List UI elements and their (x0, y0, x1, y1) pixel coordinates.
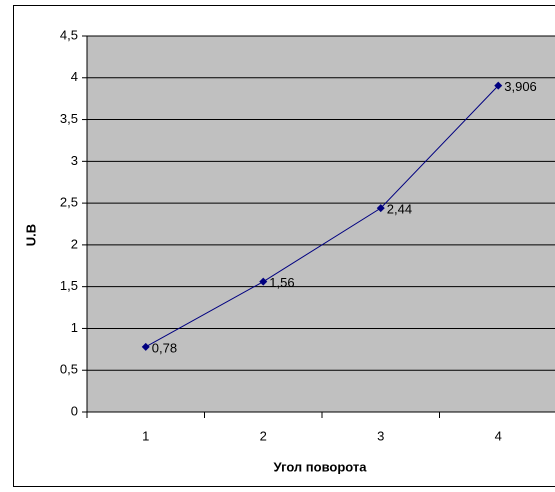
data-label: 0,78 (152, 340, 177, 355)
y-axis-label: U.B (23, 224, 38, 246)
y-tick-label: 4,5 (60, 27, 78, 42)
y-tick-label: 0,5 (60, 362, 78, 377)
marker (259, 277, 268, 286)
data-label: 3,906 (504, 79, 537, 94)
marker (141, 342, 150, 351)
data-label: 2,44 (387, 202, 412, 217)
y-tick-label: 1 (71, 320, 78, 335)
marker (376, 204, 385, 213)
y-tick-label: 0 (71, 403, 78, 418)
line (145, 85, 499, 348)
marker (494, 81, 503, 90)
plot-area (87, 36, 555, 412)
data-label: 1,56 (269, 275, 294, 290)
y-tick-label: 4 (71, 69, 78, 84)
y-tick-label: 2 (71, 236, 78, 251)
y-tick-label: 3 (71, 153, 78, 168)
y-tick-label: 3,5 (60, 111, 78, 126)
y-tick-label: 1,5 (60, 278, 78, 293)
x-tick-label: 1 (142, 428, 149, 443)
x-axis-label: Угол поворота (273, 459, 367, 474)
x-tick-label: 2 (260, 428, 267, 443)
x-tick-label: 3 (377, 428, 384, 443)
x-tick-label: 4 (495, 428, 502, 443)
y-tick-label: 2,5 (60, 195, 78, 210)
